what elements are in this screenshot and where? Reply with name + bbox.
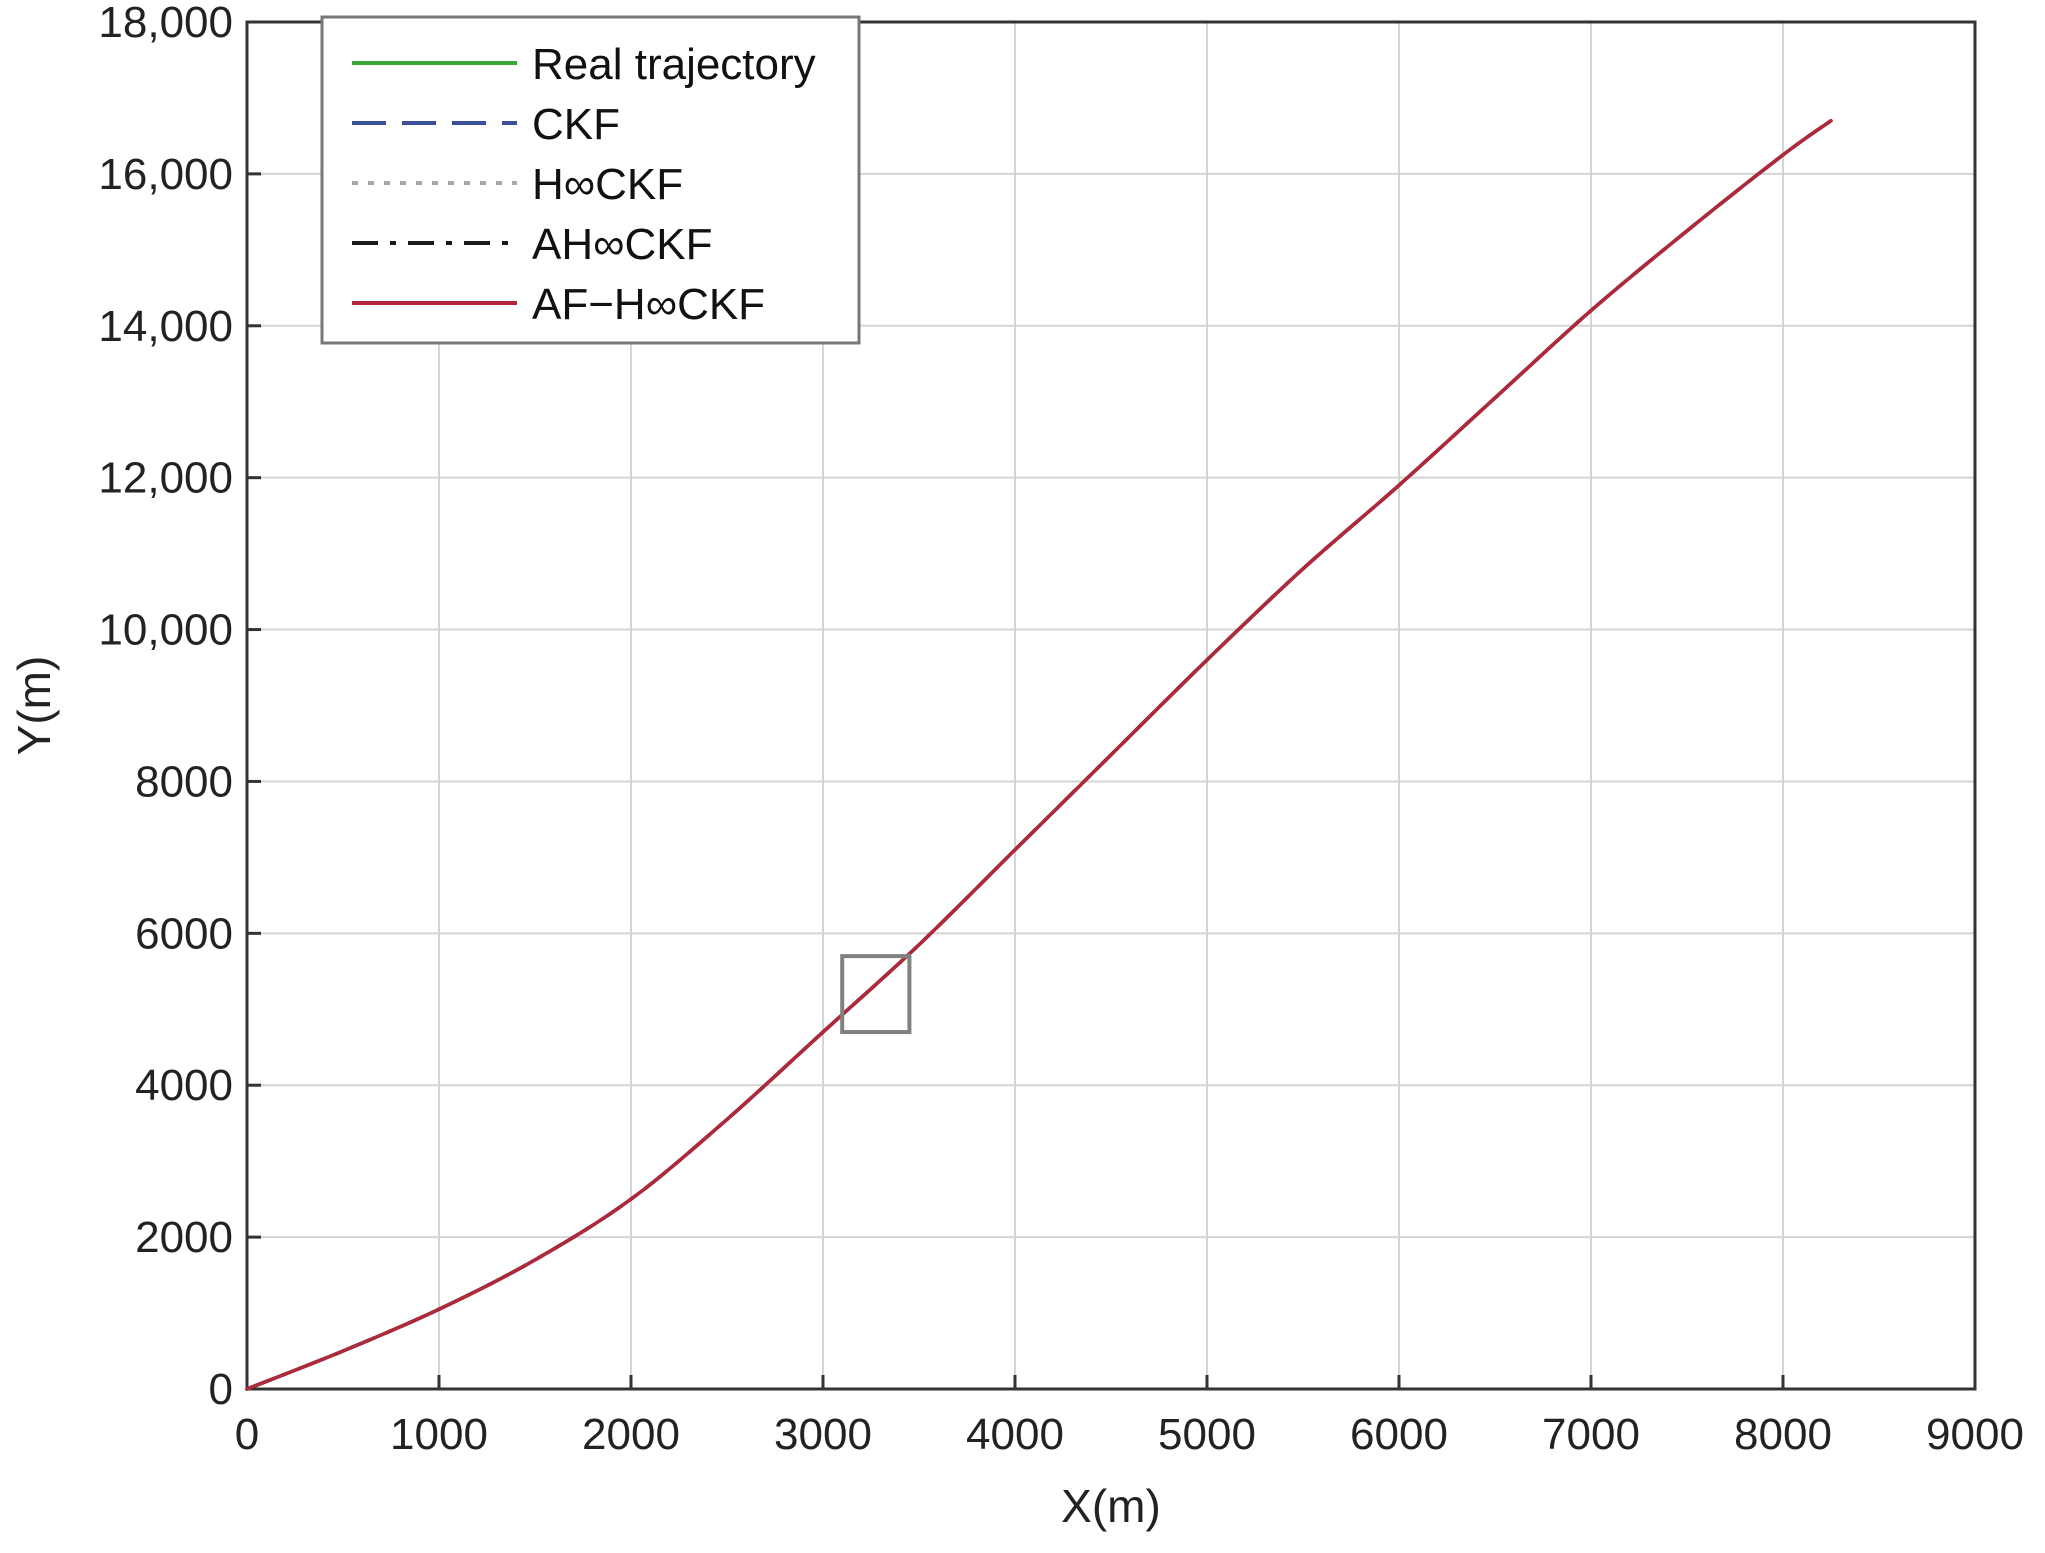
legend-label-2: CKF xyxy=(532,100,620,149)
x-tick-label: 5000 xyxy=(1158,1410,1256,1459)
x-tick-label: 8000 xyxy=(1734,1410,1832,1459)
x-tick-label: 9000 xyxy=(1926,1410,2024,1459)
y-tick-label: 10,000 xyxy=(98,606,233,655)
y-tick-label: 18,000 xyxy=(98,0,233,47)
x-tick-label: 2000 xyxy=(582,1410,680,1459)
y-tick-label: 6000 xyxy=(135,909,233,958)
x-tick-label: 0 xyxy=(235,1410,259,1459)
legend-label-3: H∞CKF xyxy=(532,160,683,209)
legend-label-4: AH∞CKF xyxy=(532,220,713,269)
legend-label-5: AF−H∞CKF xyxy=(532,280,765,329)
legend-box xyxy=(320,15,861,345)
x-tick-label: 3000 xyxy=(774,1410,872,1459)
y-tick-label: 16,000 xyxy=(98,150,233,199)
series-group xyxy=(245,118,1833,1391)
axis-ticks: 0 1000 2000 3000 4000 5000 6000 7000 8000 9000 0 20… xyxy=(98,0,2024,1459)
x-axis-label: X(m) xyxy=(1061,1480,1161,1532)
y-tick-label: 8000 xyxy=(135,757,233,806)
x-tick-label: 4000 xyxy=(966,1410,1064,1459)
legend: Real trajectory CKF H∞CKF AH∞CKF AF−H∞CKF xyxy=(320,15,861,345)
y-axis-label: Y(m) xyxy=(8,656,60,756)
series-line-5 xyxy=(245,118,1833,1391)
x-tick-label: 7000 xyxy=(1542,1410,1640,1459)
y-tick-label: 2000 xyxy=(135,1213,233,1262)
x-tick-label: 1000 xyxy=(390,1410,488,1459)
y-tick-label: 0 xyxy=(209,1365,233,1414)
y-tick-label: 14,000 xyxy=(98,302,233,351)
x-tick-label: 6000 xyxy=(1350,1410,1448,1459)
plot-area-frame xyxy=(245,20,1977,1391)
y-tick-label: 12,000 xyxy=(98,454,233,503)
y-tick-label: 4000 xyxy=(135,1061,233,1110)
legend-label-1: Real trajectory xyxy=(532,40,816,89)
zoom-box-marker xyxy=(840,954,912,1035)
